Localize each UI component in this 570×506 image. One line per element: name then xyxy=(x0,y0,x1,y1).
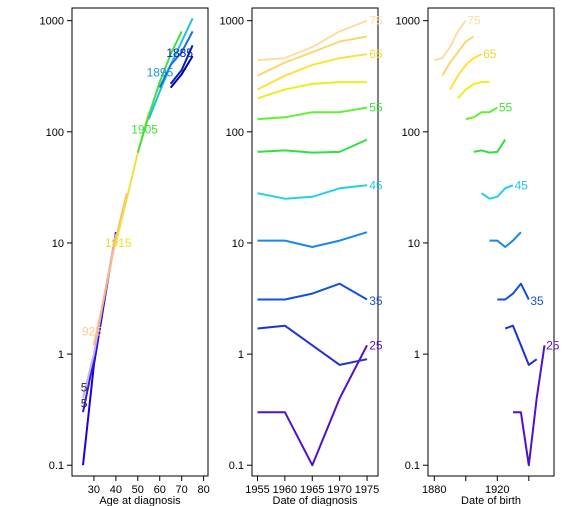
series-label: 35 xyxy=(530,294,544,308)
x-tick-label: 40 xyxy=(110,484,122,496)
age-panel: 0.1 1 10 100 1000 30 40 50 60 70 80 Age at diagnosi… xyxy=(40,7,210,506)
series-label: 1885 xyxy=(166,46,193,60)
x-axis-title: Date of diagnosis xyxy=(273,495,358,506)
series-label: 75 xyxy=(467,14,481,28)
plot-frame xyxy=(71,7,209,477)
series-label: 1915 xyxy=(105,236,132,250)
y-tick-label: 1000 xyxy=(220,16,244,28)
x-tick-label: 1880 xyxy=(422,484,446,496)
series-line xyxy=(504,324,538,366)
series-label: 55 xyxy=(369,101,383,115)
y-tick-label: 10 xyxy=(232,238,244,250)
x-tick-label: 1970 xyxy=(327,484,351,496)
series-label: 925 xyxy=(82,324,102,338)
series-line xyxy=(169,44,194,85)
x-tick-label: 1960 xyxy=(273,484,297,496)
x-tick-label: 50 xyxy=(132,484,144,496)
series-line xyxy=(158,30,194,89)
x-tick-label: 1955 xyxy=(245,484,269,496)
series-line xyxy=(257,231,368,248)
series-line xyxy=(513,345,546,467)
series-label: 65 xyxy=(369,47,383,61)
series-label: 25 xyxy=(546,338,560,352)
x-axis-title: Date of birth xyxy=(461,495,521,506)
y-tick-label: 0.1 xyxy=(49,460,64,472)
series-label: 35 xyxy=(369,294,383,308)
series-label: 1895 xyxy=(147,66,174,80)
series-label: 45 xyxy=(369,178,383,192)
y-tick-label: 0.1 xyxy=(229,460,244,472)
series-line xyxy=(136,30,183,153)
series-line xyxy=(481,184,514,200)
y-tick-label: 1 xyxy=(414,349,420,361)
x-axis-title: Age at diagnosis xyxy=(99,495,181,506)
series-line xyxy=(257,344,368,467)
x-tick-label: 1965 xyxy=(300,484,324,496)
series-line xyxy=(497,282,530,301)
series-line xyxy=(457,81,490,99)
plot-frame xyxy=(427,7,555,477)
series-line xyxy=(257,106,368,121)
x-tick-label: 60 xyxy=(154,484,166,496)
series-line xyxy=(92,192,128,346)
x-tick-label: 1975 xyxy=(355,484,379,496)
y-tick-label: 100 xyxy=(402,127,420,139)
series-line xyxy=(257,282,368,301)
series-line xyxy=(257,324,368,366)
x-tick-label: 80 xyxy=(197,484,209,496)
series-line xyxy=(257,19,368,62)
series-line xyxy=(257,35,368,77)
series-line xyxy=(257,81,367,100)
series-label: 5 xyxy=(81,381,88,395)
series-line xyxy=(449,53,483,90)
series-line xyxy=(434,20,467,62)
series-label: 5 xyxy=(81,396,88,410)
y-tick-label: 1000 xyxy=(396,16,420,28)
y-tick-label: 1 xyxy=(238,349,244,361)
series-label: 1905 xyxy=(131,122,158,136)
y-tick-label: 1 xyxy=(58,349,64,361)
series-line xyxy=(473,139,507,154)
y-tick-label: 10 xyxy=(52,238,64,250)
y-tick-label: 0.1 xyxy=(405,460,420,472)
x-tick-label: 1920 xyxy=(485,484,509,496)
y-tick-label: 10 xyxy=(408,238,420,250)
y-tick-label: 1000 xyxy=(40,16,64,28)
plot-frame xyxy=(251,7,379,477)
series-line xyxy=(257,184,368,200)
y-tick-label: 100 xyxy=(46,127,64,139)
series-line xyxy=(489,231,522,248)
series-line xyxy=(257,138,368,154)
series-label: 65 xyxy=(483,47,497,61)
series-label: 25 xyxy=(369,338,383,352)
series-label: 75 xyxy=(369,14,383,28)
x-tick-label: 70 xyxy=(176,484,188,496)
series-line xyxy=(465,106,498,121)
series-label: 55 xyxy=(499,101,513,115)
x-tick-label: 30 xyxy=(88,484,100,496)
series-line xyxy=(441,35,475,77)
y-tick-label: 100 xyxy=(226,127,244,139)
series-line xyxy=(257,53,368,91)
series-line xyxy=(169,55,194,89)
series-label: 45 xyxy=(515,178,529,192)
